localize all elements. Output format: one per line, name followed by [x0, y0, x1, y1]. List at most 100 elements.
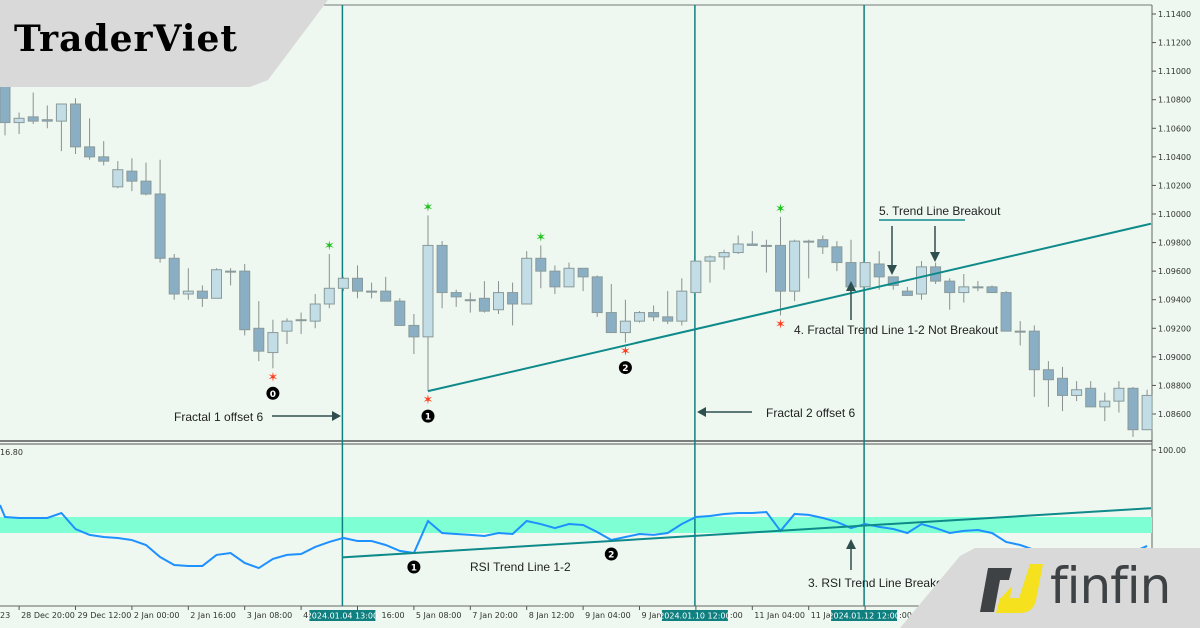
candle: [563, 262, 575, 288]
candle: [422, 215, 434, 392]
bear-candle-body: [873, 263, 885, 278]
bear-candle-body: [591, 276, 603, 314]
bull-candle-body: [760, 244, 772, 247]
bear-candle-body: [817, 239, 829, 248]
price-tick-label: 1.11200: [1158, 39, 1191, 48]
bull-candle-body: [1113, 387, 1125, 402]
bear-candle-body: [535, 257, 547, 272]
trend-breakout-label: 5. Trend Line Breakout: [879, 204, 1001, 218]
bull-candle-body: [55, 103, 67, 122]
time-highlight-bg: [309, 610, 376, 621]
time-tick-label: 23: [0, 611, 10, 620]
bear-candle-body: [1028, 330, 1040, 371]
candle: [182, 268, 194, 300]
fractal-down-icon: ✶: [423, 393, 434, 408]
candle: [746, 231, 758, 246]
candle: [309, 294, 321, 329]
bear-candle-body: [239, 270, 251, 331]
bear-candle-body: [450, 292, 462, 298]
fractal-down-icon: ✶: [620, 345, 631, 360]
price-trendline: [427, 222, 1152, 393]
rsi-max-label: 100.00: [1158, 446, 1186, 455]
price-axis: 1.11400 1.11200 1.11000 1.10800 1.10600 1.104…: [0, 10, 1191, 457]
fractal-number: 2: [622, 364, 628, 374]
bear-candle-body: [154, 193, 166, 259]
bear-candle-body: [41, 119, 53, 122]
bull-candle-body: [718, 252, 730, 258]
candle: [352, 265, 363, 299]
candle: [873, 251, 885, 290]
bull-candle-body: [13, 117, 25, 124]
rsi-number: 1: [411, 564, 417, 574]
bull-candle-body: [789, 240, 801, 292]
candle: [126, 158, 138, 192]
candle: [704, 255, 716, 283]
price-tick-label: 1.10200: [1158, 181, 1191, 190]
bull-candle-body: [295, 319, 307, 322]
time-tick-label: 2 Jan 16:00: [190, 611, 236, 620]
bear-candle-body: [746, 243, 758, 246]
candle: [507, 282, 519, 326]
bull-candle-body: [422, 244, 434, 338]
bear-candle-body: [352, 277, 363, 292]
candle: [535, 245, 547, 289]
arrow-up-icon: [846, 539, 856, 570]
bear-candle-body: [1127, 387, 1139, 431]
bear-candle-body: [478, 297, 490, 312]
candle: [605, 284, 617, 334]
bear-candle-body: [648, 312, 660, 318]
time-tick-label: 4: [303, 611, 308, 620]
price-tick-label: 1.10000: [1158, 210, 1191, 219]
candle: [493, 281, 504, 314]
fractal-trendline: [427, 222, 1152, 393]
candle: [337, 276, 349, 292]
fractal-up-icon: ✶: [423, 200, 434, 215]
price-tick-label: 1.09800: [1158, 239, 1191, 248]
price-tick-label: 1.09000: [1158, 353, 1191, 362]
finfin-logo-panel: [900, 548, 1200, 628]
candle: [577, 267, 589, 292]
bear-candle-body: [436, 244, 448, 294]
bull-candle-body: [211, 269, 222, 299]
candle: [196, 285, 208, 307]
price-tick-label: 1.09600: [1158, 267, 1191, 276]
bear-candle-body: [0, 83, 11, 124]
candle: [366, 282, 378, 299]
time-tick-label: 29 Dec 12:00: [78, 611, 132, 620]
bull-candle-body: [732, 243, 744, 254]
traderviet-logo: TraderViet: [14, 18, 239, 60]
candle: [831, 241, 843, 272]
vertical-lines: [341, 5, 865, 606]
candle: [267, 319, 279, 369]
candle: [676, 278, 688, 326]
candle: [478, 281, 490, 313]
bear-candle-body: [986, 286, 998, 294]
rsi-breakout-label: 3. RSI Trend Line Breakout: [808, 576, 953, 590]
candle: [239, 264, 251, 336]
bull-candle-body: [493, 292, 504, 311]
candle: [1085, 381, 1097, 408]
fractal-up-icon: ✶: [775, 202, 786, 217]
rsi-line: [0, 504, 1148, 570]
price-tick-label: 1.09200: [1158, 324, 1191, 333]
fractal-down-icon: ✶: [267, 370, 278, 385]
candle: [662, 291, 674, 324]
not-breakout-label: 4. Fractal Trend Line 1-2 Not Breakout: [794, 323, 999, 337]
bear-candle-body: [140, 180, 152, 195]
candle: [859, 262, 871, 288]
candle: [591, 275, 603, 317]
candles: [0, 71, 1153, 437]
candle: [775, 216, 786, 316]
time-tick-label: 5 Jan 08:00: [416, 611, 462, 620]
bull-candle-body: [690, 260, 702, 294]
bear-candle-body: [1000, 292, 1012, 332]
time-highlight-badge: 2024.01.04 13:00: [307, 610, 378, 621]
arrow-down-icon: [930, 226, 940, 262]
bear-candle-body: [98, 156, 110, 162]
bull-candle-body: [112, 169, 124, 188]
time-highlight-label: 2024.01.04 13:00: [307, 612, 378, 621]
bull-candle-body: [634, 312, 645, 322]
time-highlight-badge: 2024.01.10 12:00: [659, 610, 731, 621]
bear-candle-body: [577, 267, 589, 278]
